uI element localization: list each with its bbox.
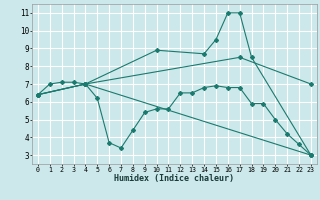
X-axis label: Humidex (Indice chaleur): Humidex (Indice chaleur) xyxy=(115,174,234,183)
